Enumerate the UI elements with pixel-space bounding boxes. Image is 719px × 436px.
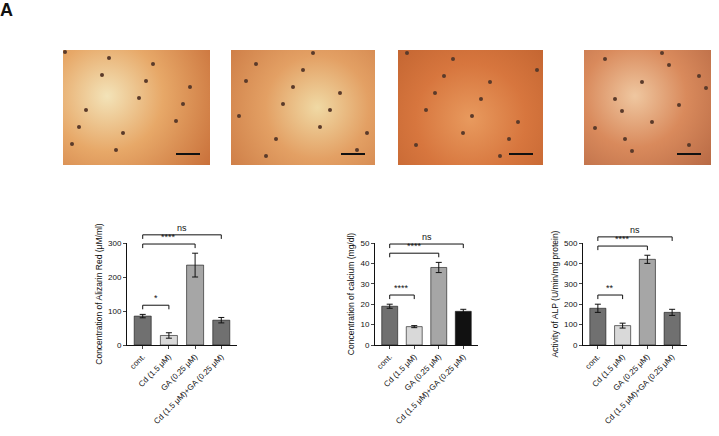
svg-text:300: 300 [108,239,122,248]
svg-text:****: **** [394,283,409,293]
svg-text:cont.: cont. [583,352,602,371]
svg-text:100: 100 [564,320,578,329]
svg-text:Cd (1.5 μM)+GA (0.25 μM): Cd (1.5 μM)+GA (0.25 μM) [152,352,226,426]
svg-text:****: **** [615,234,630,244]
svg-text:10: 10 [360,320,369,329]
svg-text:ns: ns [422,232,432,242]
svg-text:Cd (1.5 μM)+GA (0.25 μM): Cd (1.5 μM)+GA (0.25 μM) [394,352,468,426]
svg-text:200: 200 [108,273,122,282]
svg-text:Cd (1.5 μM): Cd (1.5 μM) [591,352,628,389]
svg-text:0: 0 [573,341,578,350]
svg-text:****: **** [407,241,422,251]
svg-text:*: * [154,293,158,303]
svg-text:400: 400 [564,259,578,268]
svg-text:100: 100 [108,307,122,316]
html-text:A: A [0,0,13,20]
svg-text:cont.: cont. [375,352,394,371]
svg-text:GA (0.25 μM): GA (0.25 μM) [612,352,652,392]
svg-text:0: 0 [365,341,370,350]
svg-text:Activity of ALP (U/min/mg prot: Activity of ALP (U/min/mg protein) [550,230,560,357]
svg-text:40: 40 [360,259,369,268]
svg-text:ns: ns [630,225,640,235]
svg-text:Cd (1.5 μM): Cd (1.5 μM) [382,352,419,389]
svg-text:50: 50 [360,239,369,248]
svg-text:20: 20 [360,300,369,309]
svg-text:Concentration of calcium (mg/d: Concentration of calcium (mg/dl) [346,233,356,356]
svg-text:Cd (1.5 μM): Cd (1.5 μM) [137,352,174,389]
svg-text:**: ** [606,283,614,293]
svg-text:ns: ns [177,223,187,233]
svg-text:GA (0.25 μM): GA (0.25 μM) [159,352,199,392]
svg-text:300: 300 [564,280,578,289]
svg-text:cont.: cont. [128,352,147,371]
svg-text:****: **** [161,232,176,242]
svg-text:500: 500 [564,239,578,248]
svg-text:Cd (1.5 μM)+GA (0.25 μM): Cd (1.5 μM)+GA (0.25 μM) [603,352,677,426]
svg-text:200: 200 [564,300,578,309]
svg-text:GA (0.25 μM): GA (0.25 μM) [403,352,443,392]
svg-text:0: 0 [117,341,122,350]
svg-text:Concentration of Alizarin Red: Concentration of Alizarin Red (μM/ml) [94,223,104,365]
svg-text:30: 30 [360,280,369,289]
